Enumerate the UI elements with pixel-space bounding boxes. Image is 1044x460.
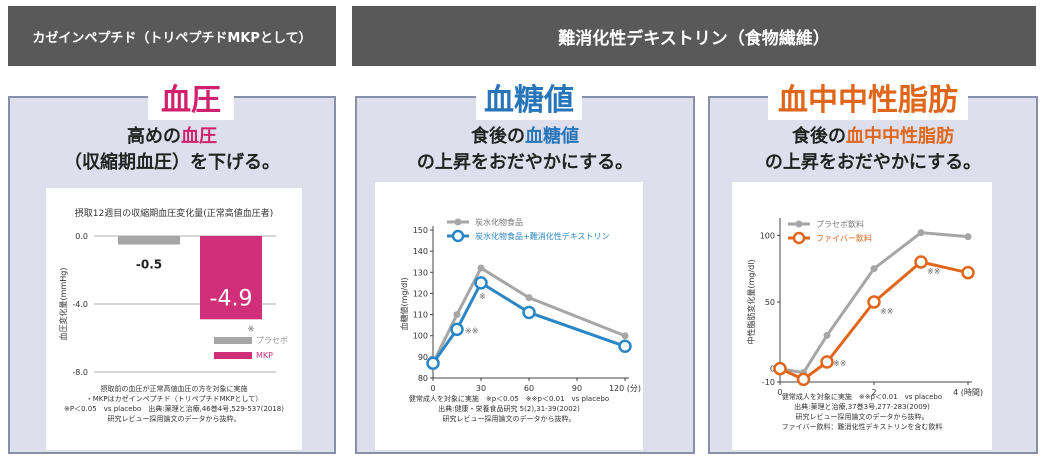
panel-subtitle: 食後の血糖値 の上昇をおだやかにする。 <box>416 126 634 173</box>
data-point <box>773 361 787 376</box>
data-point <box>621 332 629 340</box>
data-point <box>914 255 928 269</box>
y-tick-label: 90 <box>418 353 428 362</box>
data-point <box>477 264 485 272</box>
data-point <box>453 311 461 319</box>
chart-title: 摂取12週目の収縮期血圧変化量(正常高値血圧者) <box>75 207 273 219</box>
header-casein: カゼインペプチド（トリペプチドMKPとして） <box>8 6 336 66</box>
chart-notes: 健常成人を対象に実施 ※p＜0.05 ※※p＜0.01 vs placebo 出… <box>408 395 610 423</box>
y-tick-label: -4.0 <box>72 300 88 309</box>
panel-subtitle: 高めの血圧 （収縮期血圧）を下げる。 <box>64 126 280 173</box>
legend-label: ファイバー飲料 <box>816 233 872 243</box>
y-tick-label: 100 <box>760 231 775 240</box>
legend-label: 炭水化物食品 <box>475 217 523 227</box>
significance-mark: ※※ <box>927 267 940 276</box>
y-tick-label: 0 <box>770 365 775 374</box>
header-dextrin-label: 難消化性デキストリン（食物繊維） <box>558 28 830 49</box>
panel-title-blood-sugar: 血糖値 <box>476 74 582 120</box>
legend-marker <box>454 218 462 226</box>
y-axis-label: 血圧変化量(mmHg) <box>58 268 68 341</box>
y-tick-label: 150 <box>413 226 428 235</box>
data-point <box>867 295 881 309</box>
chart-notes: 健常成人を対象に実施 ※※p＜0.01 vs placebo 出典:薬理と治療,… <box>781 393 943 431</box>
series-line-1 <box>779 260 969 382</box>
data-point <box>961 265 975 280</box>
data-point <box>450 322 464 337</box>
bar-placebo <box>118 236 180 245</box>
y-tick-label: 130 <box>413 268 428 277</box>
panel-blood-sugar: 食後の血糖値 の上昇をおだやかにする。 80 90 100 110 120 130 140 1… <box>355 96 695 454</box>
bar-mkp <box>200 236 262 320</box>
bar-chart-svg: 摂取12週目の収縮期血圧変化量(正常高値血圧者) 0.0 -4.0 -8.0 血圧変化量… <box>58 207 288 377</box>
significance-mark: ※※ <box>833 359 846 368</box>
data-point <box>870 265 878 273</box>
legend-label: プラセボ <box>256 336 288 345</box>
legend-marker <box>792 231 806 245</box>
y-tick-label: 110 <box>413 311 428 320</box>
data-point <box>618 339 632 354</box>
y-axis-label: 血糖値(mg/dl) <box>399 277 409 330</box>
y-axis-label: 中性脂肪変化量(mg/dl) <box>746 259 756 344</box>
x-tick-label: 30 <box>476 384 486 393</box>
chart-blood-pressure: 摂取12週目の収縮期血圧変化量(正常高値血圧者) 0.0 -4.0 -8.0 血圧変化量… <box>46 188 302 450</box>
x-tick-label: 2 <box>871 388 876 397</box>
y-tick-label: 0.0 <box>75 232 88 241</box>
data-point <box>426 356 440 370</box>
data-point <box>823 331 831 339</box>
data-point <box>522 305 536 320</box>
legend-swatch <box>214 352 252 359</box>
panel-blood-pressure: 高めの血圧 （収縮期血圧）を下げる。 摂取12週目の収縮期血圧変化量(正常高値血… <box>8 96 336 454</box>
x-tick-label: 4 (時間) <box>953 388 983 397</box>
panel-triglyceride: 食後の血中中性脂肪 の上昇をおだやかにする。 -10 0 50 100 0 2 4 (時間)… <box>708 96 1038 454</box>
legend-swatch <box>214 337 252 344</box>
data-point <box>474 276 488 290</box>
y-tick-label: 50 <box>765 298 775 307</box>
chart-blood-sugar: 80 90 100 110 120 130 140 150 0 30 60 90 120 (分) 血糖値(… <box>375 182 643 450</box>
x-tick-label: 0 <box>777 388 782 397</box>
data-point <box>917 229 925 237</box>
y-tick-label: 100 <box>413 332 428 341</box>
chart-triglyceride: -10 0 50 100 0 2 4 (時間) 中性脂肪変化量(mg/dl) プラセボ飲料 ファイ… <box>732 182 992 450</box>
chart-notes: 摂取前の血圧が正常高値血圧の方を対象に実施 ・MKPはカゼインペプチド（トリペプ… <box>64 385 284 423</box>
panel-title-triglyceride: 血中中性脂肪 <box>768 74 968 120</box>
line-chart-svg: 80 90 100 110 120 130 140 150 0 30 60 90 120 (分) 血糖値(… <box>399 217 641 393</box>
data-point <box>964 233 972 241</box>
y-tick-label: 140 <box>413 247 428 256</box>
legend-label: プラセボ飲料 <box>816 219 864 229</box>
data-point <box>820 355 834 369</box>
legend-label: MKP <box>256 351 273 360</box>
significance-mark: ※ <box>248 324 255 333</box>
data-point <box>525 294 533 302</box>
legend-label: 炭水化物食品+難消化性デキストリン <box>475 231 609 241</box>
data-label: -4.9 <box>210 286 253 311</box>
x-tick-label: 120 (分) <box>609 384 641 393</box>
panel-title-blood-pressure: 血圧 <box>148 74 234 120</box>
y-tick-label: -10 <box>762 378 775 387</box>
x-tick-label: 90 <box>572 384 582 393</box>
y-tick-label: 80 <box>418 374 428 383</box>
legend-marker <box>795 220 803 228</box>
y-tick-label: 120 <box>413 289 428 298</box>
x-tick-label: 0 <box>430 384 435 393</box>
x-tick-label: 60 <box>524 384 534 393</box>
panel-subtitle: 食後の血中中性脂肪 の上昇をおだやかにする。 <box>764 126 982 173</box>
legend-marker <box>451 229 465 243</box>
header-dextrin: 難消化性デキストリン（食物繊維） <box>352 6 1036 66</box>
series-line-0 <box>779 231 969 375</box>
significance-mark: ※※ <box>465 326 478 335</box>
header-casein-label: カゼインペプチド（トリペプチドMKPとして） <box>32 30 312 46</box>
data-point <box>796 372 811 387</box>
y-tick-label: -8.0 <box>72 368 88 377</box>
significance-mark: ※ <box>479 292 486 301</box>
significance-mark: ※※ <box>880 307 893 316</box>
data-label: -0.5 <box>136 258 162 272</box>
